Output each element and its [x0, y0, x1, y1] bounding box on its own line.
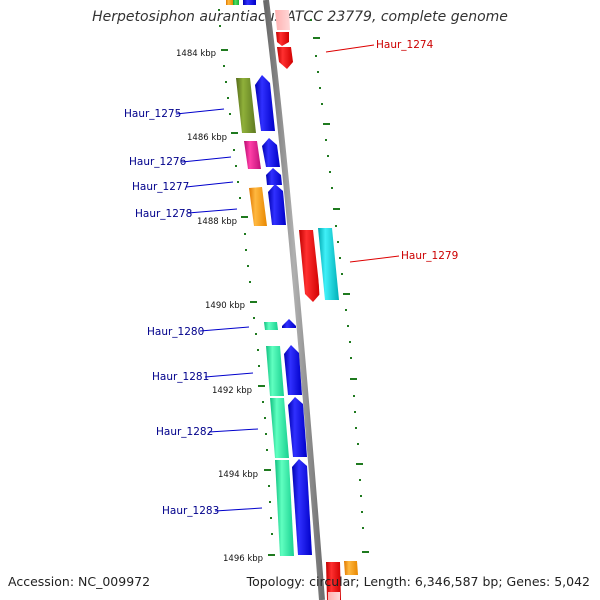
gene-label[interactable]: Haur_1281 — [152, 371, 209, 383]
partial-gene-top-left[interactable] — [226, 0, 256, 5]
gene-label[interactable]: Haur_1275 — [124, 108, 181, 120]
forward-gene-labels: Haur_1274 Haur_1279 — [325, 39, 458, 263]
gene-haur-1274[interactable] — [277, 47, 293, 69]
genome-backbone — [263, 0, 325, 600]
gene-haur-1277[interactable] — [266, 168, 282, 185]
gene-haur-1276[interactable] — [244, 138, 280, 169]
gene-haur-1278[interactable] — [249, 184, 286, 226]
gene-haur-1275[interactable] — [236, 75, 275, 133]
gene-haur-1281[interactable] — [266, 345, 302, 396]
outer-ruler-ticks — [310, 19, 369, 553]
tick-label: 1486 kbp — [187, 133, 227, 143]
map-title: Herpetosiphon aurantiacus ATCC 23779, co… — [92, 9, 508, 25]
tick-label: 1492 kbp — [212, 386, 252, 396]
tick-label: 1496 kbp — [223, 554, 263, 564]
partial-gene-bottom-right[interactable] — [326, 561, 358, 600]
reverse-gene-labels: Haur_1275 Haur_1276 Haur_1277 Haur_1278 … — [124, 108, 263, 517]
gene-haur-1279[interactable] — [299, 228, 339, 302]
gene-label[interactable]: Haur_1278 — [135, 208, 192, 220]
gene-label[interactable]: Haur_1274 — [376, 39, 434, 51]
topology-text: Topology: circular; Length: 6,346,587 bp… — [246, 574, 590, 589]
tick-label: 1488 kbp — [197, 217, 237, 227]
gene-label[interactable]: Haur_1282 — [156, 426, 213, 438]
tick-label: 1484 kbp — [176, 49, 216, 59]
gene-label[interactable]: Haur_1279 — [401, 250, 458, 262]
gene-label[interactable]: Haur_1276 — [129, 156, 187, 168]
tick-label: 1494 kbp — [218, 470, 258, 480]
gene-haur-1282[interactable] — [270, 397, 307, 458]
tick-labels: 1484 kbp 1486 kbp 1488 kbp 1490 kbp 1492… — [176, 49, 263, 564]
gene-label[interactable]: Haur_1277 — [132, 181, 189, 193]
gene-label[interactable]: Haur_1280 — [147, 326, 204, 338]
accession-text: Accession: NC_009972 — [8, 574, 151, 589]
inner-ruler-ticks — [218, 9, 275, 556]
gene-haur-1280[interactable] — [264, 319, 296, 330]
gene-haur-1283[interactable] — [275, 459, 312, 556]
gene-label[interactable]: Haur_1283 — [162, 505, 219, 517]
tick-label: 1490 kbp — [205, 301, 245, 311]
partial-gene-top-right[interactable] — [275, 10, 290, 46]
